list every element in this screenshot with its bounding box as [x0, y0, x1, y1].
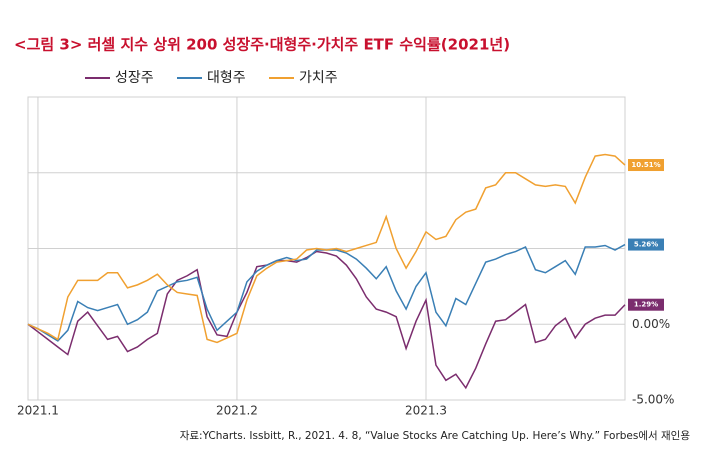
- value-label: 1.29%: [634, 301, 658, 309]
- value-label: 5.26%: [634, 241, 658, 249]
- x-tick-label: 2021.2: [216, 404, 258, 418]
- legend-label: 성장주: [115, 70, 154, 86]
- series-line: [27, 243, 626, 342]
- y-tick-label: 0.00%: [632, 317, 670, 331]
- value-label-box: [628, 159, 664, 172]
- series-line: [27, 250, 626, 390]
- chart-title: <그림 3> 러셀 지수 상위 200 성장주·대형주·가치주 ETF 수익률(…: [14, 36, 510, 54]
- series-line: [27, 153, 626, 344]
- y-tick-label: -5.00%: [632, 393, 674, 407]
- value-label-box: [628, 238, 664, 251]
- x-tick-label: 2021.1: [17, 404, 59, 418]
- legend-label: 대형주: [207, 70, 246, 86]
- value-label: 10.51%: [631, 161, 660, 169]
- source-note: 자료:YCharts. Issbitt, R., 2021. 4. 8, “Va…: [180, 430, 691, 442]
- value-label-box: [628, 298, 664, 311]
- legend-label: 가치주: [299, 70, 338, 86]
- x-tick-label: 2021.3: [405, 404, 447, 418]
